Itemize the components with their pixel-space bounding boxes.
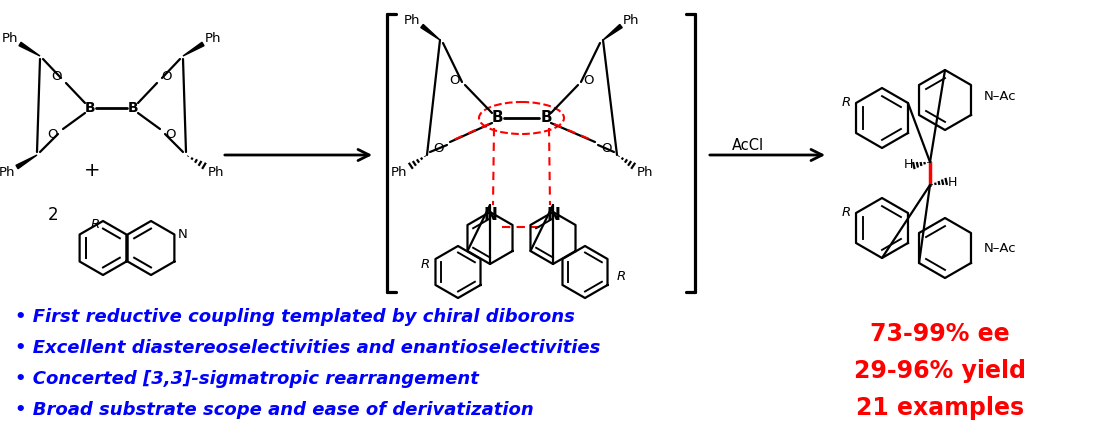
Text: H: H [903,157,913,171]
Text: Ph: Ph [390,167,407,179]
Text: R: R [842,206,851,220]
Polygon shape [420,24,440,40]
Text: Ph: Ph [0,167,16,179]
Text: Ph: Ph [623,14,639,27]
Text: N: N [483,206,497,224]
Text: Ph: Ph [637,167,653,179]
Polygon shape [183,42,203,56]
Text: B: B [492,110,503,126]
Text: O: O [600,141,612,155]
Text: O: O [51,71,61,84]
Polygon shape [19,42,40,56]
Text: N–Ac: N–Ac [984,91,1016,103]
Text: • Broad substrate scope and ease of derivatization: • Broad substrate scope and ease of deri… [14,401,534,419]
Text: R: R [420,258,430,271]
Text: +: + [83,160,100,179]
Text: O: O [161,71,172,84]
Text: • Excellent diastereoselectivities and enantioselectivities: • Excellent diastereoselectivities and e… [14,339,600,357]
Text: B: B [540,110,552,126]
Text: R: R [90,218,100,232]
Text: O: O [165,129,176,141]
Text: R: R [842,96,851,110]
Text: 29-96% yield: 29-96% yield [854,359,1026,383]
Text: 2: 2 [48,206,58,224]
Text: Ph: Ph [2,31,18,45]
Text: Ph: Ph [404,14,420,27]
Text: N: N [546,206,560,224]
Text: R: R [616,271,626,283]
Text: O: O [583,73,593,87]
Text: O: O [434,141,445,155]
Text: B: B [85,101,96,115]
Text: H: H [947,176,956,190]
Text: • Concerted [3,3]-sigmatropic rearrangement: • Concerted [3,3]-sigmatropic rearrangem… [14,370,479,388]
Text: Ph: Ph [208,167,225,179]
Text: Ph: Ph [205,31,221,45]
Text: 21 examples: 21 examples [856,396,1024,420]
Text: 73-99% ee: 73-99% ee [871,322,1010,346]
Text: B: B [128,101,138,115]
Text: AcCl: AcCl [732,137,764,152]
Polygon shape [16,155,37,169]
Text: O: O [449,73,460,87]
Text: N: N [178,228,187,241]
Text: N–Ac: N–Ac [984,241,1016,255]
Text: O: O [48,129,58,141]
Polygon shape [603,24,623,40]
Text: • First reductive coupling templated by chiral diborons: • First reductive coupling templated by … [14,308,575,326]
